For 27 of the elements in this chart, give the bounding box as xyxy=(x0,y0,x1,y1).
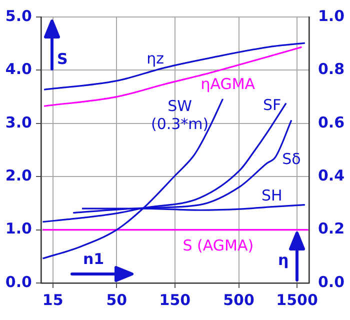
y2-axis-title: η xyxy=(278,251,289,269)
y2-tick-label: 1.0 xyxy=(318,6,345,25)
y-tick-label: 3.0 xyxy=(5,113,32,132)
y2-tick-label: 0.4 xyxy=(318,166,345,184)
x-tick-label: 50 xyxy=(106,290,128,309)
y2-tick-label: 0.2 xyxy=(318,220,345,238)
y-axis-title: S xyxy=(57,50,68,68)
series-label: ηz xyxy=(146,49,164,68)
y-tick-label: 5.0 xyxy=(5,6,32,25)
x-tick-label: 15 xyxy=(42,290,64,309)
x-axis-title: n1 xyxy=(83,250,104,268)
y-tick-label: 2.0 xyxy=(5,166,32,184)
series-label: ηAGMA xyxy=(200,74,256,93)
y-tick-label: 0.0 xyxy=(5,272,32,291)
y-tick-label: 1.0 xyxy=(5,220,32,238)
series-label: SF xyxy=(262,96,282,114)
y-tick-label: 4.0 xyxy=(5,60,32,78)
x-tick-label: 500 xyxy=(223,290,254,309)
y2-tick-label: 0.0 xyxy=(318,272,345,291)
y2-tick-label: 0.6 xyxy=(318,113,345,132)
series-label: Sδ xyxy=(282,150,301,168)
x-tick-label: 150 xyxy=(159,290,191,309)
series-label: S (AGMA) xyxy=(182,236,254,255)
x-tick-label: 1500 xyxy=(276,290,318,309)
y2-tick-label: 0.8 xyxy=(318,60,345,78)
series-label: SW (0.3*m) xyxy=(150,96,209,133)
series-label: SH xyxy=(261,186,282,205)
